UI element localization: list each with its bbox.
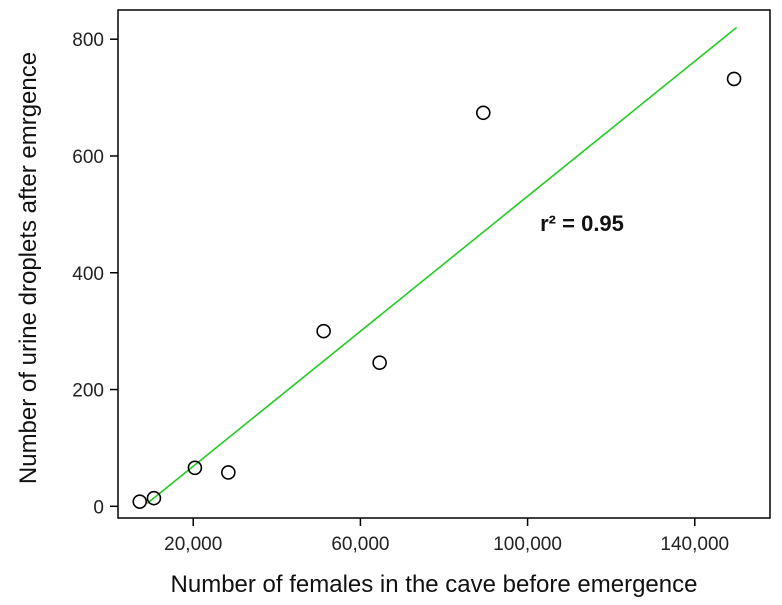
y-tick-label: 400 bbox=[72, 264, 104, 285]
data-point bbox=[372, 355, 387, 370]
r-squared-annotation: r² = 0.95 bbox=[540, 211, 624, 236]
x-axis-label: Number of females in the cave before eme… bbox=[171, 571, 698, 598]
y-tick-label: 200 bbox=[72, 381, 104, 402]
y-tick-label: 0 bbox=[93, 497, 104, 518]
regression-line bbox=[146, 26, 738, 505]
y-tick-label: 600 bbox=[72, 147, 104, 168]
x-tick-label: 20,000 bbox=[164, 534, 222, 555]
y-axis-label: Number of urine droplets after emrgence bbox=[15, 52, 42, 484]
data-point bbox=[132, 494, 148, 509]
data-point bbox=[146, 490, 162, 506]
data-point bbox=[475, 105, 491, 121]
plot-frame bbox=[117, 9, 771, 519]
data-point bbox=[187, 460, 203, 476]
data-point bbox=[221, 465, 236, 480]
x-tick-label: 140,000 bbox=[660, 534, 729, 555]
data-point bbox=[726, 71, 742, 87]
x-tick-label: 100,000 bbox=[493, 534, 562, 555]
y-tick-label: 800 bbox=[72, 30, 104, 51]
x-tick-label: 60,000 bbox=[331, 534, 389, 555]
data-point bbox=[316, 323, 331, 339]
